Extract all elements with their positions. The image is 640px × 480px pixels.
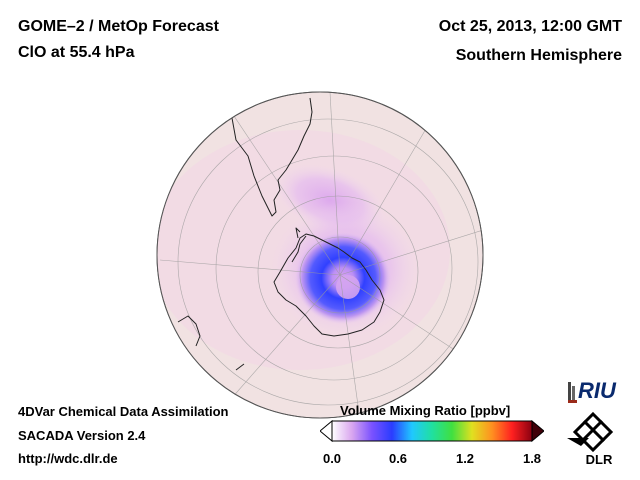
hemisphere-label: Southern Hemisphere [455,47,622,64]
colorbar [320,420,544,442]
clo-vortex-center [336,275,360,299]
colorbar-tick-label: 1.8 [522,451,542,466]
colorbar-tick-label: 0.6 [388,451,408,466]
graticule [159,92,483,418]
species-label: ClO at 55.4 hPa [18,44,135,61]
product-title: GOME–2 / MetOp Forecast [18,18,219,35]
colorbar-tick-label: 1.2 [455,451,475,466]
colorbar-gradient [331,420,533,442]
system-name: 4DVar Chemical Data Assimilation [18,404,229,419]
system-version: SACADA Version 2.4 [18,428,146,443]
riu-logo: RIU [568,378,617,403]
colorbar-over-arrow [531,420,544,442]
dlr-logo: DLR [567,411,614,467]
colorbar-under-arrow [320,420,333,442]
colorbar-title: Volume Mixing Ratio [ppbv] [340,403,511,418]
riu-logo-text: RIU [578,378,617,403]
forecast-datetime: Oct 25, 2013, 12:00 GMT [438,18,622,35]
colorbar-tick-label: 0.0 [322,451,342,466]
dlr-logo-text: DLR [586,452,613,467]
source-url: http://wdc.dlr.de [18,451,118,466]
